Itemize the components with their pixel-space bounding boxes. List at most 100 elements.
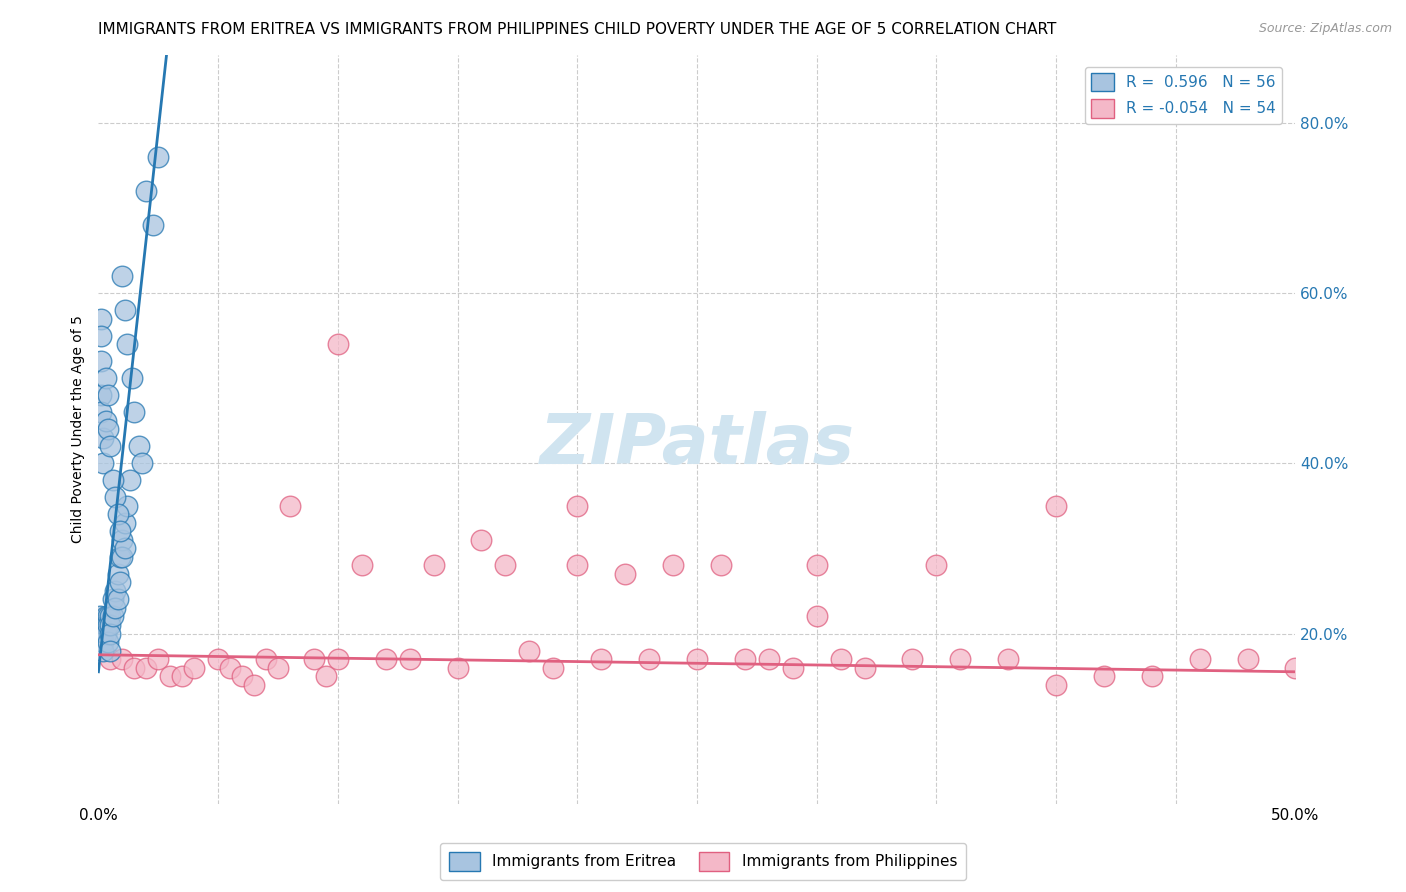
- Point: [111, 652, 134, 666]
- Point: [135, 184, 157, 198]
- Point: [131, 457, 153, 471]
- Point: [94, 626, 117, 640]
- Point: [997, 652, 1019, 666]
- Point: [183, 660, 205, 674]
- Point: [1140, 669, 1163, 683]
- Point: [1045, 499, 1067, 513]
- Point: [108, 524, 131, 539]
- Point: [124, 405, 146, 419]
- Point: [782, 660, 804, 674]
- Point: [422, 558, 444, 573]
- Point: [90, 354, 112, 368]
- Point: [90, 405, 112, 419]
- Point: [135, 660, 157, 674]
- Point: [806, 558, 828, 573]
- Point: [91, 626, 114, 640]
- Point: [494, 558, 516, 573]
- Point: [90, 328, 112, 343]
- Point: [91, 457, 114, 471]
- Point: [567, 558, 589, 573]
- Point: [243, 677, 266, 691]
- Point: [97, 609, 120, 624]
- Point: [326, 337, 349, 351]
- Point: [90, 618, 112, 632]
- Point: [90, 311, 112, 326]
- Point: [97, 635, 120, 649]
- Point: [949, 652, 972, 666]
- Point: [219, 660, 242, 674]
- Point: [567, 499, 589, 513]
- Point: [591, 652, 613, 666]
- Point: [614, 566, 637, 581]
- Point: [118, 474, 141, 488]
- Point: [90, 388, 112, 402]
- Point: [100, 618, 122, 632]
- Point: [94, 609, 117, 624]
- Point: [114, 516, 136, 530]
- Point: [758, 652, 780, 666]
- Point: [326, 652, 349, 666]
- Point: [104, 491, 127, 505]
- Point: [108, 575, 131, 590]
- Point: [142, 219, 165, 233]
- Point: [159, 669, 181, 683]
- Point: [100, 439, 122, 453]
- Legend: R =  0.596   N = 56, R = -0.054   N = 54: R = 0.596 N = 56, R = -0.054 N = 54: [1084, 67, 1282, 124]
- Point: [925, 558, 948, 573]
- Point: [806, 609, 828, 624]
- Point: [100, 626, 122, 640]
- Point: [519, 643, 541, 657]
- Point: [111, 549, 134, 564]
- Point: [104, 601, 127, 615]
- Point: [278, 499, 301, 513]
- Point: [91, 431, 114, 445]
- Legend: Immigrants from Eritrea, Immigrants from Philippines: Immigrants from Eritrea, Immigrants from…: [440, 843, 966, 880]
- Text: IMMIGRANTS FROM ERITREA VS IMMIGRANTS FROM PHILIPPINES CHILD POVERTY UNDER THE A: IMMIGRANTS FROM ERITREA VS IMMIGRANTS FR…: [98, 22, 1057, 37]
- Point: [1188, 652, 1211, 666]
- Point: [97, 388, 120, 402]
- Point: [1092, 669, 1115, 683]
- Point: [104, 584, 127, 599]
- Point: [470, 533, 492, 547]
- Point: [1236, 652, 1258, 666]
- Point: [115, 499, 138, 513]
- Point: [97, 618, 120, 632]
- Point: [94, 618, 117, 632]
- Point: [254, 652, 277, 666]
- Point: [853, 660, 876, 674]
- Point: [172, 669, 194, 683]
- Point: [124, 660, 146, 674]
- Point: [374, 652, 396, 666]
- Point: [107, 592, 129, 607]
- Point: [111, 533, 134, 547]
- Point: [107, 566, 129, 581]
- Y-axis label: Child Poverty Under the Age of 5: Child Poverty Under the Age of 5: [72, 316, 86, 543]
- Point: [543, 660, 565, 674]
- Point: [91, 626, 114, 640]
- Point: [830, 652, 852, 666]
- Point: [302, 652, 325, 666]
- Point: [121, 371, 143, 385]
- Point: [97, 422, 120, 436]
- Point: [148, 652, 170, 666]
- Point: [128, 439, 150, 453]
- Point: [101, 609, 124, 624]
- Point: [1284, 660, 1306, 674]
- Point: [100, 652, 122, 666]
- Text: Source: ZipAtlas.com: Source: ZipAtlas.com: [1258, 22, 1392, 36]
- Point: [91, 635, 114, 649]
- Point: [91, 643, 114, 657]
- Point: [350, 558, 373, 573]
- Point: [231, 669, 253, 683]
- Point: [101, 474, 124, 488]
- Point: [114, 303, 136, 318]
- Text: ZIPatlas: ZIPatlas: [540, 411, 855, 478]
- Point: [115, 337, 138, 351]
- Point: [686, 652, 709, 666]
- Point: [100, 609, 122, 624]
- Point: [107, 508, 129, 522]
- Point: [734, 652, 756, 666]
- Point: [638, 652, 661, 666]
- Point: [901, 652, 924, 666]
- Point: [207, 652, 229, 666]
